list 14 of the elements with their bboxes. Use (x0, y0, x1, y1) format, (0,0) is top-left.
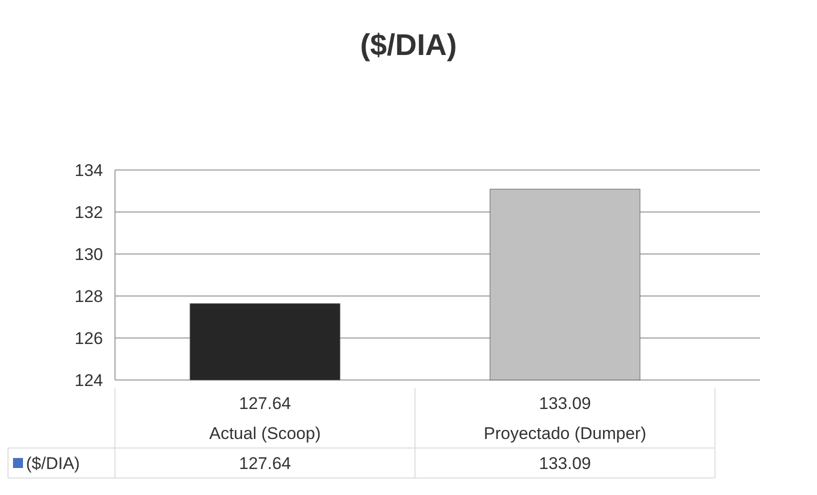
y-tick-label: 134 (74, 160, 103, 180)
x-tick-label: Actual (Scoop) (209, 424, 321, 443)
data-label: 133.09 (539, 454, 591, 473)
text: 127.64 (239, 394, 291, 413)
text: 133.09 (539, 394, 591, 413)
y-tick-label: 132 (74, 202, 103, 222)
data-label: 127.64 (239, 454, 291, 473)
y-tick-label: 130 (74, 244, 103, 264)
text: ($/DIA) (26, 454, 80, 473)
y-tick-label: 126 (74, 328, 103, 348)
chart-title: ($/DIA) (360, 29, 457, 62)
x-tick-label: Proyectado (Dumper) (484, 424, 646, 443)
y-tick-label: 128 (74, 286, 103, 306)
y-tick-label: 124 (74, 370, 103, 390)
